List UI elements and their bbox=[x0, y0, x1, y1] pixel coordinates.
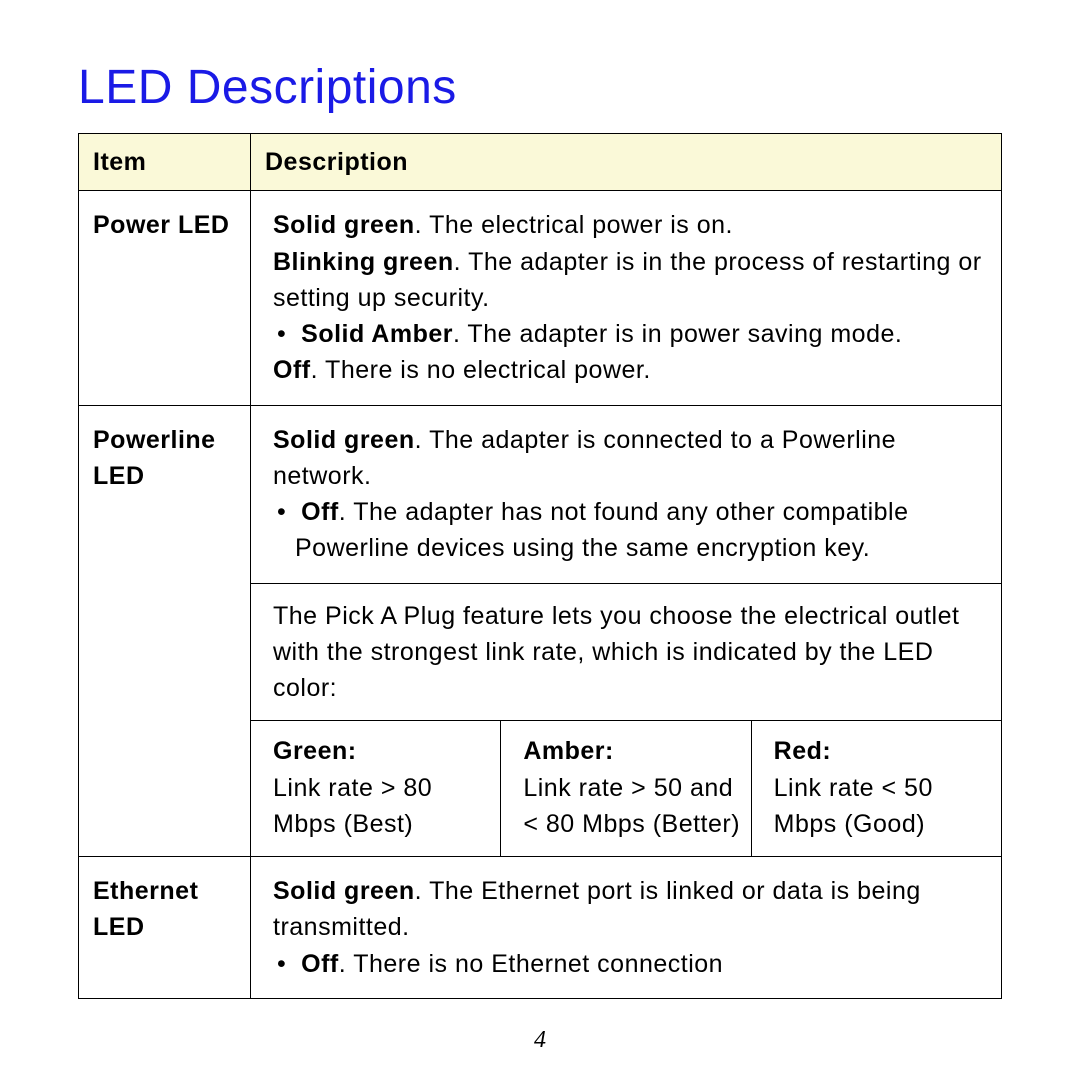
text: . There is no Ethernet connection bbox=[339, 950, 723, 978]
desc-power-led: Solid green. The electrical power is on.… bbox=[251, 191, 1002, 405]
desc-powerline-led: Solid green. The adapter is connected to… bbox=[251, 405, 1002, 583]
item-ethernet-led: Ethernet LED bbox=[79, 857, 251, 999]
text-bold: Solid green bbox=[273, 877, 415, 905]
row-powerline-led: Powerline LED Solid green. The adapter i… bbox=[79, 405, 1002, 583]
rate-green-label: Green bbox=[273, 737, 348, 765]
text-bold: Off bbox=[273, 356, 311, 384]
rate-amber: Amber: Link rate > 50 and < 80 Mbps (Bet… bbox=[501, 721, 751, 857]
desc-ethernet-led: Solid green. The Ethernet port is linked… bbox=[251, 857, 1002, 999]
row-power-led: Power LED Solid green. The electrical po… bbox=[79, 191, 1002, 405]
text-bold: Off bbox=[301, 950, 339, 978]
text-bold: Solid Amber bbox=[301, 320, 453, 348]
item-power-led: Power LED bbox=[79, 191, 251, 405]
rate-red-text: Link rate < 50 Mbps (Good) bbox=[774, 774, 933, 838]
text-bold: Solid green bbox=[273, 426, 415, 454]
led-table: Item Description Power LED Solid green. … bbox=[78, 133, 1002, 999]
text-bold: Solid green bbox=[273, 211, 415, 239]
page-number: 4 bbox=[0, 1027, 1080, 1054]
text: . The adapter is in power saving mode. bbox=[453, 320, 902, 348]
page: LED Descriptions Item Description Power … bbox=[0, 0, 1080, 1080]
rate-red-label: Red bbox=[774, 737, 823, 765]
rate-green: Green: Link rate > 80 Mbps (Best) bbox=[251, 721, 501, 857]
rate-green-text: Link rate > 80 Mbps (Best) bbox=[273, 774, 432, 838]
text: . The electrical power is on. bbox=[415, 211, 733, 239]
desc-powerline-note: The Pick A Plug feature lets you choose … bbox=[251, 583, 1002, 721]
text: . The adapter has not found any other co… bbox=[295, 498, 909, 562]
header-description: Description bbox=[251, 134, 1002, 191]
text: . There is no electrical power. bbox=[311, 356, 651, 384]
text-bold: Blinking green bbox=[273, 248, 454, 276]
page-title: LED Descriptions bbox=[78, 60, 1002, 115]
rate-amber-text: Link rate > 50 and < 80 Mbps (Better) bbox=[523, 774, 740, 838]
table-header-row: Item Description bbox=[79, 134, 1002, 191]
text-bold: Off bbox=[301, 498, 339, 526]
rate-amber-label: Amber bbox=[523, 737, 605, 765]
rate-red: Red: Link rate < 50 Mbps (Good) bbox=[751, 721, 1001, 857]
header-item: Item bbox=[79, 134, 251, 191]
row-ethernet-led: Ethernet LED Solid green. The Ethernet p… bbox=[79, 857, 1002, 999]
item-powerline-led: Powerline LED bbox=[79, 405, 251, 857]
